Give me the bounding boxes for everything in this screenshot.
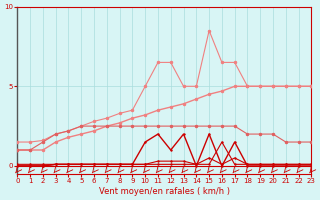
X-axis label: Vent moyen/en rafales ( km/h ): Vent moyen/en rafales ( km/h ) <box>99 187 230 196</box>
